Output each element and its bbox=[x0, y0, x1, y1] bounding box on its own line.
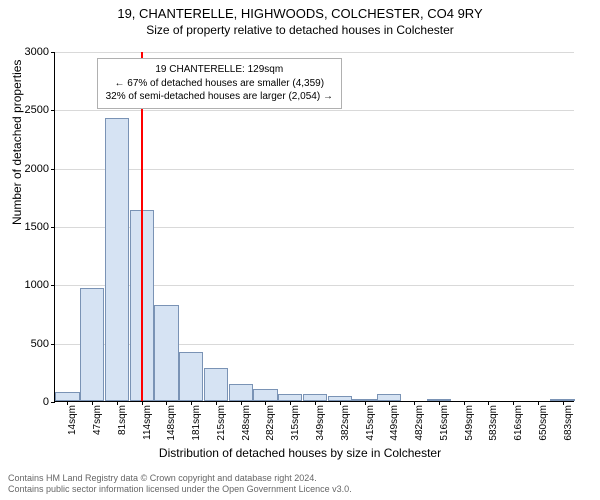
plot-area: 05001000150020002500300014sqm47sqm81sqm1… bbox=[54, 52, 574, 402]
x-axis-label: Distribution of detached houses by size … bbox=[0, 446, 600, 460]
title-line-1: 19, CHANTERELLE, HIGHWOODS, COLCHESTER, … bbox=[0, 6, 600, 21]
grid-line bbox=[55, 110, 574, 111]
histogram-bar bbox=[303, 394, 327, 401]
annotation-line-3: 32% of semi-detached houses are larger (… bbox=[106, 90, 333, 104]
xtick-label: 282sqm bbox=[265, 405, 276, 441]
xtick-label: 248sqm bbox=[241, 405, 252, 441]
xtick-label: 315sqm bbox=[290, 405, 301, 441]
xtick-label: 181sqm bbox=[191, 405, 202, 441]
annotation-line-1: 19 CHANTERELLE: 129sqm bbox=[106, 63, 333, 77]
xtick-label: 516sqm bbox=[439, 405, 450, 441]
histogram-bar bbox=[179, 352, 203, 401]
histogram-bar bbox=[229, 384, 253, 402]
xtick-label: 382sqm bbox=[340, 405, 351, 441]
footer-attribution: Contains HM Land Registry data © Crown c… bbox=[8, 473, 352, 496]
ytick-label: 2500 bbox=[25, 104, 55, 116]
annotation-line-2: ← 67% of detached houses are smaller (4,… bbox=[106, 77, 333, 91]
ytick-label: 0 bbox=[43, 396, 55, 408]
xtick-label: 81sqm bbox=[117, 405, 128, 435]
footer-line-2: Contains public sector information licen… bbox=[8, 484, 352, 496]
xtick-label: 47sqm bbox=[92, 405, 103, 435]
ytick-label: 3000 bbox=[25, 46, 55, 58]
xtick-label: 449sqm bbox=[389, 405, 400, 441]
xtick-label: 415sqm bbox=[365, 405, 376, 441]
title-line-2: Size of property relative to detached ho… bbox=[0, 23, 600, 37]
chart-title-block: 19, CHANTERELLE, HIGHWOODS, COLCHESTER, … bbox=[0, 0, 600, 37]
xtick-label: 683sqm bbox=[563, 405, 574, 441]
histogram-bar bbox=[377, 394, 401, 401]
ytick-label: 2000 bbox=[25, 163, 55, 175]
histogram-bar bbox=[55, 392, 79, 401]
annotation-box: 19 CHANTERELLE: 129sqm← 67% of detached … bbox=[97, 58, 342, 109]
xtick-label: 549sqm bbox=[464, 405, 475, 441]
histogram-bar bbox=[105, 118, 129, 402]
xtick-label: 14sqm bbox=[67, 405, 78, 435]
histogram-bar bbox=[253, 389, 277, 401]
xtick-label: 114sqm bbox=[142, 405, 153, 440]
xtick-label: 148sqm bbox=[166, 405, 177, 441]
xtick-label: 650sqm bbox=[538, 405, 549, 441]
xtick-label: 215sqm bbox=[216, 405, 227, 441]
chart-area: 05001000150020002500300014sqm47sqm81sqm1… bbox=[54, 52, 574, 402]
xtick-label: 349sqm bbox=[315, 405, 326, 441]
histogram-bar bbox=[154, 305, 178, 401]
ytick-label: 1500 bbox=[25, 221, 55, 233]
xtick-label: 616sqm bbox=[513, 405, 524, 441]
histogram-bar bbox=[278, 394, 302, 401]
ytick-label: 500 bbox=[31, 338, 55, 350]
xtick-label: 583sqm bbox=[488, 405, 499, 441]
ytick-label: 1000 bbox=[25, 279, 55, 291]
grid-line bbox=[55, 169, 574, 170]
grid-line bbox=[55, 52, 574, 53]
y-axis-label: Number of detached properties bbox=[10, 60, 24, 225]
xtick-label: 482sqm bbox=[414, 405, 425, 441]
histogram-bar bbox=[80, 288, 104, 401]
footer-line-1: Contains HM Land Registry data © Crown c… bbox=[8, 473, 352, 485]
histogram-bar bbox=[204, 368, 228, 401]
